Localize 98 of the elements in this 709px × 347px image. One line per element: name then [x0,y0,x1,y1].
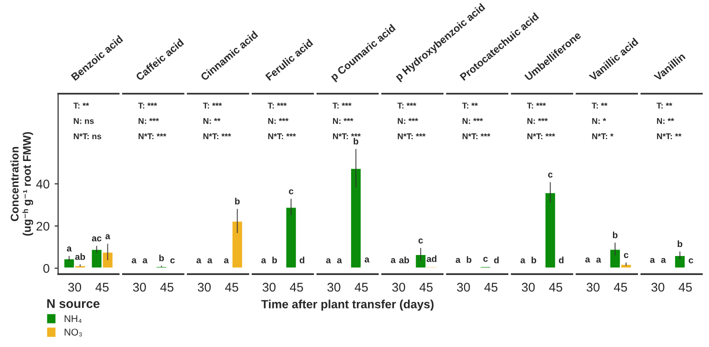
data-label: ab [399,256,410,264]
data-label: a [520,258,526,264]
data-label: b [466,256,472,263]
data-label: a [661,258,666,263]
y-tick-label: 0 [43,264,50,273]
annotation: N*T: *** [203,133,232,140]
data-label: a [142,258,148,264]
annotation: N: ** [203,118,220,124]
y-tick-label: 20 [36,222,50,231]
annotation: N: ns [74,118,94,124]
data-label: c [170,258,175,264]
data-label: a [196,258,202,264]
x-tick-label: 45 [614,282,628,292]
data-label: a [596,258,602,263]
x-tick-label: 45 [225,282,238,292]
x-tick-label: 45 [96,282,109,292]
annotation: N: *** [462,118,483,124]
x-tick-label: 30 [456,282,470,292]
x-tick-label: 30 [651,282,664,292]
x-tick-label: 45 [354,282,368,292]
data-label: a [390,258,396,264]
data-label: a [224,258,229,264]
x-tick-label: 30 [327,282,340,292]
data-label: b [272,256,277,264]
data-label: ab [75,253,86,260]
data-label: ac [92,236,102,242]
data-label: b [235,198,240,204]
data-label: d [494,256,499,264]
data-label: a [585,258,590,262]
annotation: N: *** [527,118,548,124]
data-label: b [159,254,164,262]
annotation: N*T: *** [462,133,490,140]
data-label: c [483,256,488,262]
data-label: d [300,256,304,264]
data-label: c [288,189,294,194]
x-tick-label: 30 [392,282,406,292]
annotation: N*T: *** [527,133,556,140]
x-tick-label: 30 [586,282,600,292]
data-label: b [532,256,536,264]
data-label: a [650,258,655,263]
data-label: a [105,234,110,240]
data-label: c [688,258,694,264]
data-label: c [624,253,628,258]
annotation: N*T: ns [74,133,102,140]
annotation: T: *** [397,102,416,108]
annotation: T: ** [462,102,478,108]
data-label: b [354,138,358,144]
x-tick-label: 30 [198,282,211,292]
annotation: N: *** [333,118,354,124]
x-tick-label: 45 [484,282,498,292]
legend-label: NO₃ [64,328,82,336]
annotation: N: *** [138,118,159,124]
x-tick-label: 30 [262,282,276,292]
data-label: a [261,258,266,264]
data-label: d [558,256,564,264]
annotation: N*T: *** [268,133,296,140]
x-tick-label: 45 [420,282,433,292]
x-tick-label: 45 [160,282,174,292]
y-tick-label: 40 [36,180,50,188]
annotation: T: ** [73,102,90,108]
annotation: N*T: *** [138,133,166,140]
data-label: a [132,258,137,264]
annotation: T: *** [332,102,352,108]
legend-label: NH₄ [64,315,82,323]
x-tick-label: 45 [549,282,562,292]
data-label: a [326,258,331,264]
annotation: N*T: * [592,133,614,140]
annotation: N: ** [657,118,674,124]
data-label: a [456,258,461,263]
data-label: c [418,238,423,244]
annotation: N: *** [398,118,418,124]
legend-title: N source [47,299,100,308]
data-label: b [612,232,618,238]
annotation: N: *** [268,118,289,124]
annotation: N*T: ** [657,133,682,140]
x-tick-label: 30 [132,282,146,292]
annotation: T: *** [526,102,546,108]
data-label: a [66,246,72,252]
x-tick-label: 45 [678,282,692,292]
annotation: N*T: *** [398,133,426,140]
annotation: T: *** [138,102,158,108]
annotation: T: ** [656,102,672,108]
data-label: a [337,258,342,264]
data-label: a [364,258,370,262]
x-tick-label: 30 [68,282,82,292]
x-tick-label: 45 [290,282,304,292]
data-label: b [678,240,682,248]
annotation: T: *** [202,102,222,108]
y-axis-title: Concentration (ug⁻ʰ g⁻¹ root FMW) [10,132,34,236]
data-label: a [208,258,212,264]
annotation: T: *** [268,102,287,108]
data-label: ad [426,255,436,262]
annotation: T: ** [592,102,608,108]
x-tick-label: 30 [522,282,535,292]
annotation: N: * [592,118,606,124]
x-axis-title: Time after plant transfer (days) [261,300,434,311]
data-label: c [548,172,553,178]
annotation: N*T: *** [333,133,361,140]
